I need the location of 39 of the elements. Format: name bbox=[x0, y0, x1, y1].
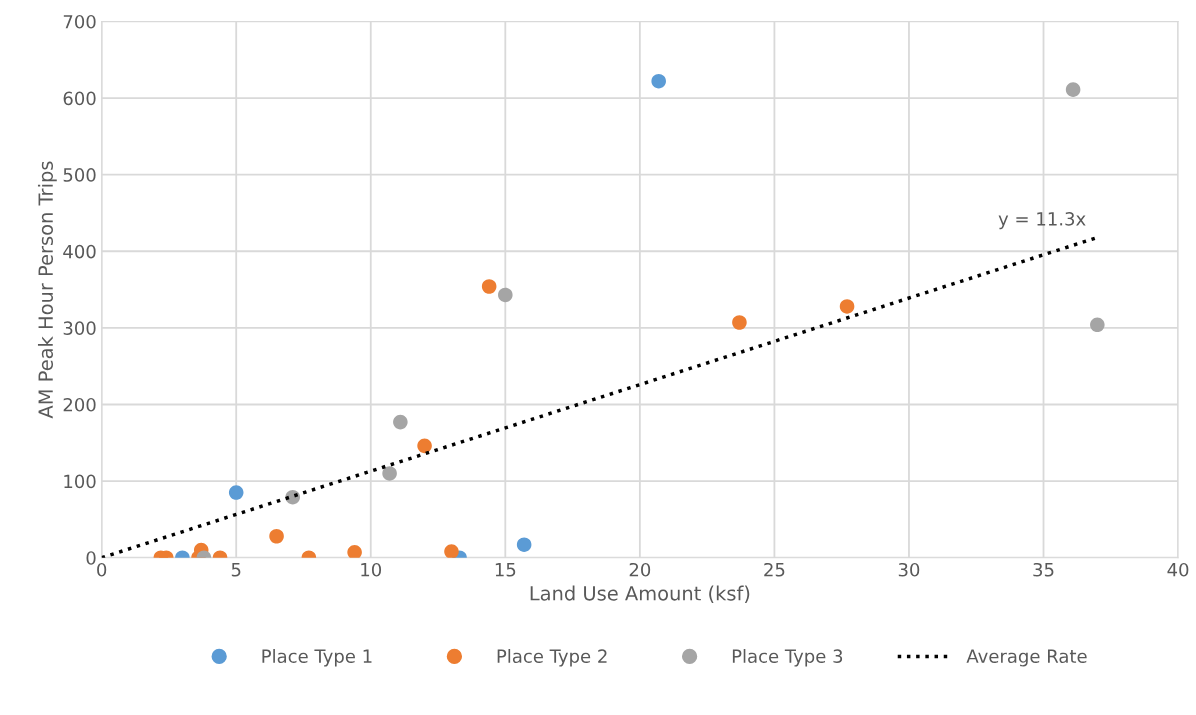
x-axis-title: Land Use Amount (ksf) bbox=[530, 585, 750, 603]
point bbox=[347, 545, 362, 558]
legend-label: Average Rate bbox=[966, 649, 1087, 667]
point bbox=[498, 287, 513, 303]
x-tick-label: 35 bbox=[1033, 562, 1054, 577]
legend-label: Place Type 1 bbox=[262, 649, 372, 667]
y-tick-label: 100 bbox=[64, 474, 96, 489]
point bbox=[651, 73, 666, 89]
point bbox=[382, 466, 397, 481]
x-tick-label: 20 bbox=[629, 562, 651, 577]
y-axis-title: AM Peak Hour Person Trips bbox=[37, 161, 57, 419]
point bbox=[393, 414, 408, 430]
x-tick-label: 5 bbox=[231, 563, 241, 577]
y-tick-label: 400 bbox=[63, 244, 96, 259]
annotation: y = 11.3x bbox=[998, 211, 1086, 230]
x-tick-label: 15 bbox=[495, 563, 516, 577]
y-tick-label: 600 bbox=[63, 91, 96, 106]
point bbox=[228, 485, 244, 500]
point bbox=[732, 315, 747, 330]
x-tick-label: 40 bbox=[1167, 562, 1189, 577]
y-tick-label: 0 bbox=[86, 551, 96, 565]
point bbox=[481, 279, 497, 294]
y-tick-label: 500 bbox=[63, 168, 96, 182]
point bbox=[1065, 82, 1081, 97]
x-tick-label: 25 bbox=[764, 562, 785, 577]
point bbox=[839, 299, 855, 314]
x-tick-label: 30 bbox=[898, 562, 920, 577]
point bbox=[516, 537, 532, 552]
point bbox=[417, 438, 432, 454]
y-tick-label: 200 bbox=[63, 397, 96, 412]
y-tick-label: 300 bbox=[63, 321, 96, 335]
point bbox=[444, 544, 459, 558]
point bbox=[1090, 317, 1105, 333]
point bbox=[269, 528, 284, 544]
legend-label: Place Type 2 bbox=[497, 649, 607, 667]
legend-label: Place Type 3 bbox=[732, 649, 843, 667]
x-tick-label: 10 bbox=[361, 562, 382, 577]
x-tick-label: 0 bbox=[97, 562, 107, 577]
y-tick-label: 700 bbox=[63, 14, 96, 29]
